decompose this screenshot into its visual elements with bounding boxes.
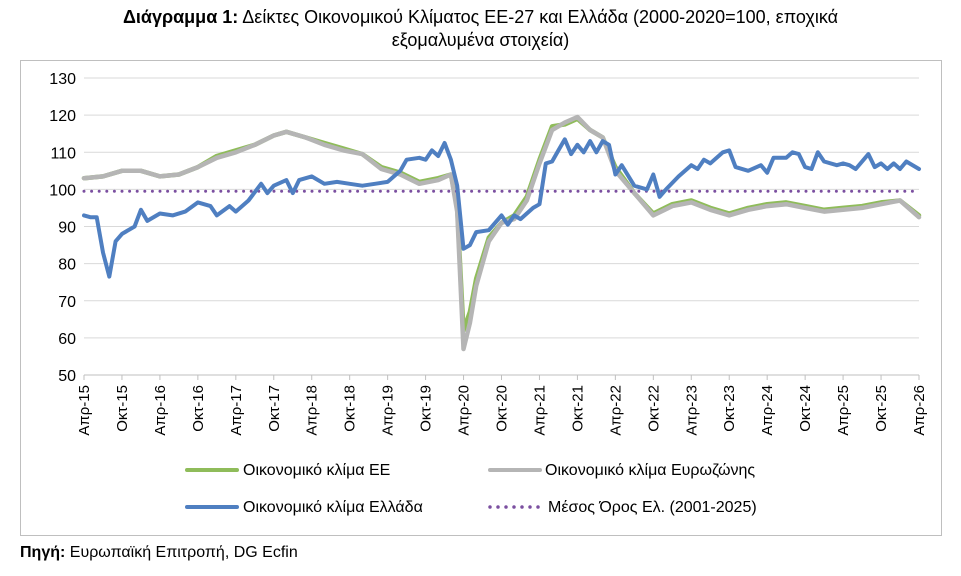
y-tick-label: 80 xyxy=(58,257,76,274)
legend-label: Οικονομικό κλίμα ΕΕ xyxy=(243,462,390,479)
legend-label: Οικονομικό κλίμα Ελλάδα xyxy=(243,499,423,516)
x-tick-label: Οκτ-18 xyxy=(342,385,359,432)
x-tick-label: Απρ-21 xyxy=(531,385,548,436)
y-tick-label: 70 xyxy=(58,294,76,311)
x-tick-label: Απρ-15 xyxy=(76,385,93,436)
y-tick-label: 100 xyxy=(49,182,76,199)
y-tick-label: 90 xyxy=(58,220,76,237)
chart-area: 50 60 70 80 90 100 110 120 130 Απρ-15 Οκτ-15 Απρ-16… xyxy=(20,60,942,536)
chart-title: Διάγραμμα 1: Δείκτες Οικονομικού Κλίματο… xyxy=(0,6,961,52)
x-tick-label: Οκτ-24 xyxy=(797,385,814,432)
x-tick-label: Οκτ-19 xyxy=(418,385,435,432)
x-tick-label: Απρ-26 xyxy=(911,385,928,436)
x-tick-label: Απρ-18 xyxy=(304,385,321,436)
x-tick-label: Οκτ-22 xyxy=(645,385,662,432)
y-tick-label: 120 xyxy=(49,108,76,125)
legend-label: Μέσος Όρος Ελ. (2001-2025) xyxy=(548,499,757,516)
x-tick-label: Απρ-24 xyxy=(759,385,776,436)
series-line-eurozone xyxy=(81,114,922,352)
x-tick-label: Οκτ-20 xyxy=(494,385,511,432)
y-tick-label: 110 xyxy=(50,145,76,162)
x-tick-label: Οκτ-25 xyxy=(873,385,890,432)
y-tick-label: 130 xyxy=(49,71,76,88)
x-tick-label: Οκτ-15 xyxy=(114,385,131,432)
source-label: Πηγή: xyxy=(20,544,66,561)
y-tick-label: 60 xyxy=(58,331,76,348)
x-tick-label: Απρ-23 xyxy=(683,385,700,436)
chart-title-bold: Διάγραμμα 1: xyxy=(122,7,239,27)
x-tick-label: Απρ-20 xyxy=(456,385,473,436)
series-line-greece xyxy=(82,137,921,279)
x-tick-label: Απρ-17 xyxy=(228,385,245,436)
x-tick-label: Οκτ-17 xyxy=(266,385,283,432)
chart-title-line1: Δείκτες Οικονομικού Κλίματος ΕΕ-27 και Ε… xyxy=(242,7,839,27)
x-tick-label: Απρ-22 xyxy=(607,385,624,436)
line-chart: 50 60 70 80 90 100 110 120 130 Απρ-15 Οκτ-15 Απρ-16… xyxy=(49,71,928,516)
x-tick-label: Οκτ-16 xyxy=(190,385,207,432)
x-tick-label: Απρ-19 xyxy=(380,385,397,436)
y-tick-label: 50 xyxy=(58,368,76,385)
x-tick-label: Οκτ-23 xyxy=(721,385,738,432)
x-tick-label: Απρ-25 xyxy=(835,385,852,436)
source-text: Ευρωπαϊκή Επιτροπή, DG Ecfin xyxy=(69,544,298,561)
chart-title-line2: εξομαλυμένα στοιχεία) xyxy=(391,30,570,50)
source-note: Πηγή: Ευρωπαϊκή Επιτροπή, DG Ecfin xyxy=(20,544,298,562)
x-tick-label: Απρ-16 xyxy=(152,385,169,436)
x-tick-label: Οκτ-21 xyxy=(569,385,586,432)
legend-label: Οικονομικό κλίμα Ευρωζώνης xyxy=(545,462,755,479)
